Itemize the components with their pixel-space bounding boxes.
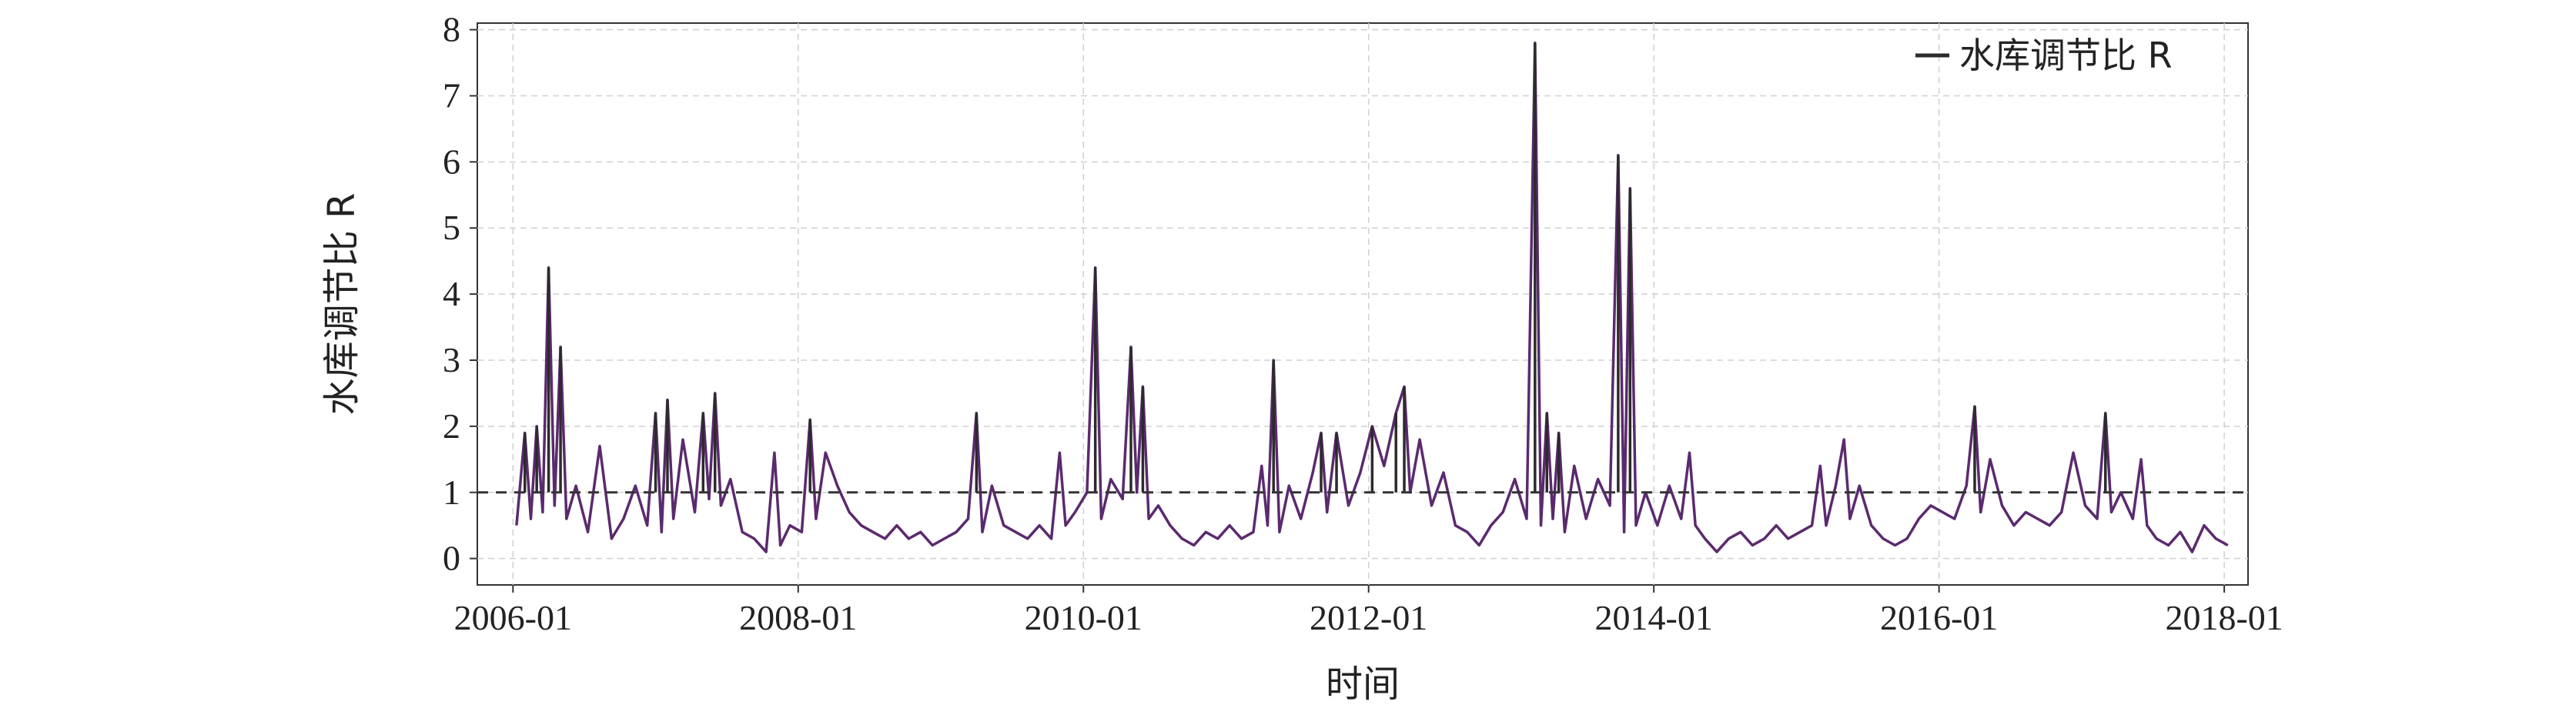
x-tick-label: 2006-01 (454, 598, 572, 637)
x-tick-label: 2008-01 (739, 598, 857, 637)
x-axis-title: 时间 (1326, 663, 1400, 706)
legend-label: 水库调节比 R (1959, 35, 2173, 76)
plot-frame (477, 22, 2249, 586)
y-tick-label: 7 (443, 75, 460, 115)
y-tick-label: 1 (443, 473, 460, 512)
y-axis-ticks: 0 1 2 3 4 5 6 7 8 (443, 10, 477, 578)
y-tick-label: 6 (443, 142, 460, 181)
x-tick-label: 2014-01 (1595, 598, 1713, 637)
y-tick-label: 3 (443, 340, 460, 379)
y-tick-label: 2 (443, 406, 460, 446)
plot-area (515, 42, 2229, 553)
y-tick-label: 4 (443, 274, 460, 313)
x-axis-ticks: 2006-01 2008-01 2010-01 2012-01 2014-01 2016-… (454, 585, 2283, 637)
legend: 水库调节比 R (1915, 35, 2173, 76)
y-tick-label: 0 (443, 539, 460, 578)
y-tick-label: 8 (443, 10, 460, 49)
x-tick-label: 2018-01 (2165, 598, 2283, 637)
x-tick-label: 2016-01 (1880, 598, 1998, 637)
y-tick-label: 5 (443, 208, 460, 247)
x-tick-label: 2010-01 (1025, 598, 1142, 637)
y-axis-title: 水库调节比 R (320, 193, 363, 416)
x-tick-label: 2012-01 (1310, 598, 1427, 637)
